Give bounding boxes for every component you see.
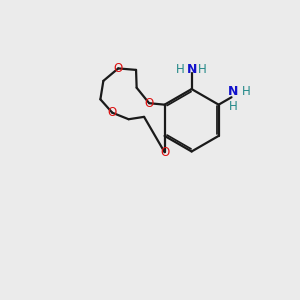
Text: O: O [160, 146, 169, 159]
Text: O: O [114, 62, 123, 75]
Text: N: N [228, 85, 238, 98]
Text: O: O [145, 97, 154, 110]
Text: O: O [108, 106, 117, 119]
Text: H: H [229, 100, 237, 113]
Text: H: H [198, 63, 207, 76]
Text: H: H [242, 85, 251, 98]
Text: H: H [176, 63, 185, 76]
Text: N: N [186, 63, 197, 76]
